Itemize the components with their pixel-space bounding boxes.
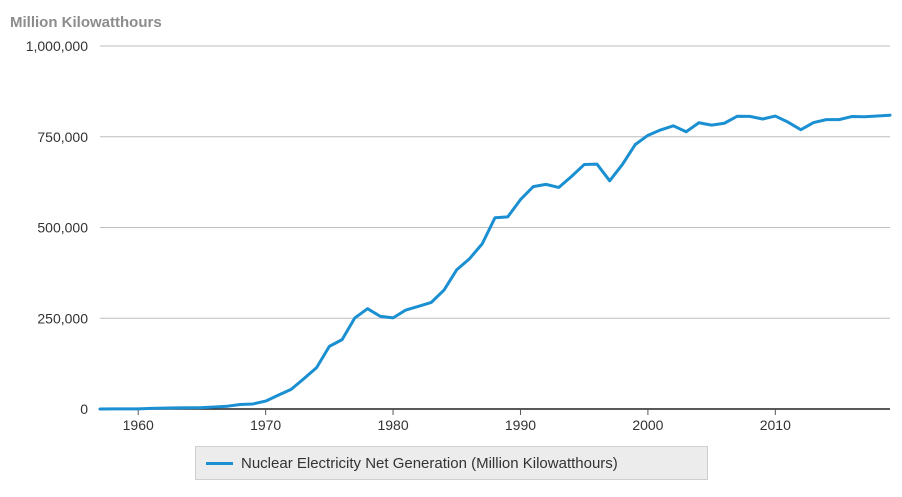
x-axis-ticks: 1960 1970 1980 1990 2000 2010	[123, 409, 791, 433]
x-tick-label: 1990	[505, 417, 536, 433]
y-tick-label: 250,000	[37, 310, 88, 326]
legend[interactable]: Nuclear Electricity Net Generation (Mill…	[195, 446, 708, 480]
y-tick-label: 1,000,000	[26, 38, 88, 54]
grid-lines	[100, 45, 890, 319]
x-tick-label: 1960	[123, 417, 154, 433]
legend-label: Nuclear Electricity Net Generation (Mill…	[241, 454, 618, 472]
x-tick-label: 1980	[377, 417, 408, 433]
y-unit-label: Million Kilowatthours	[10, 14, 162, 31]
y-tick-label: 500,000	[37, 220, 88, 236]
series-line-nuclear-generation[interactable]	[98, 113, 892, 411]
y-tick-label: 0	[80, 401, 88, 417]
x-tick-label: 2010	[760, 417, 791, 433]
x-tick-label: 1970	[250, 417, 281, 433]
y-axis-tick-labels: 0 250,000 500,000 750,000 1,000,000	[26, 38, 89, 417]
legend-swatch	[206, 461, 233, 465]
x-tick-label: 2000	[632, 417, 663, 433]
y-tick-label: 750,000	[37, 129, 88, 145]
